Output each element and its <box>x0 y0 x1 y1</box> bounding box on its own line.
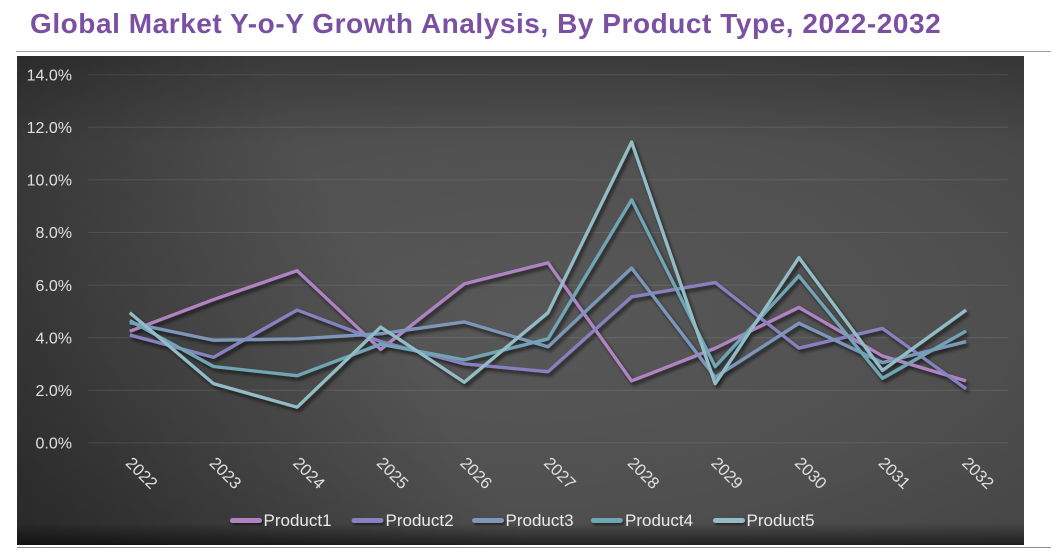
svg-text:2028: 2028 <box>624 454 663 493</box>
svg-text:2032: 2032 <box>958 454 997 493</box>
svg-text:4.0%: 4.0% <box>36 330 72 347</box>
svg-text:2025: 2025 <box>373 454 412 493</box>
svg-text:0.0%: 0.0% <box>36 436 72 453</box>
svg-text:2023: 2023 <box>206 454 245 493</box>
svg-text:6.0%: 6.0% <box>36 278 72 295</box>
svg-text:2026: 2026 <box>456 454 495 493</box>
svg-text:Product4: Product4 <box>625 511 693 530</box>
svg-text:2030: 2030 <box>791 454 830 493</box>
svg-text:12.0%: 12.0% <box>27 120 72 137</box>
svg-text:2029: 2029 <box>707 454 746 493</box>
svg-text:8.0%: 8.0% <box>36 225 72 242</box>
svg-text:2.0%: 2.0% <box>36 383 72 400</box>
svg-text:10.0%: 10.0% <box>27 173 72 190</box>
svg-text:Product2: Product2 <box>386 511 454 530</box>
svg-text:2024: 2024 <box>289 454 328 493</box>
svg-text:Product1: Product1 <box>264 511 332 530</box>
svg-text:14.0%: 14.0% <box>27 67 72 84</box>
svg-text:Product3: Product3 <box>506 511 574 530</box>
svg-text:2022: 2022 <box>122 454 161 493</box>
svg-text:2027: 2027 <box>540 454 579 493</box>
svg-text:2031: 2031 <box>875 454 914 493</box>
svg-text:Product5: Product5 <box>747 511 815 530</box>
